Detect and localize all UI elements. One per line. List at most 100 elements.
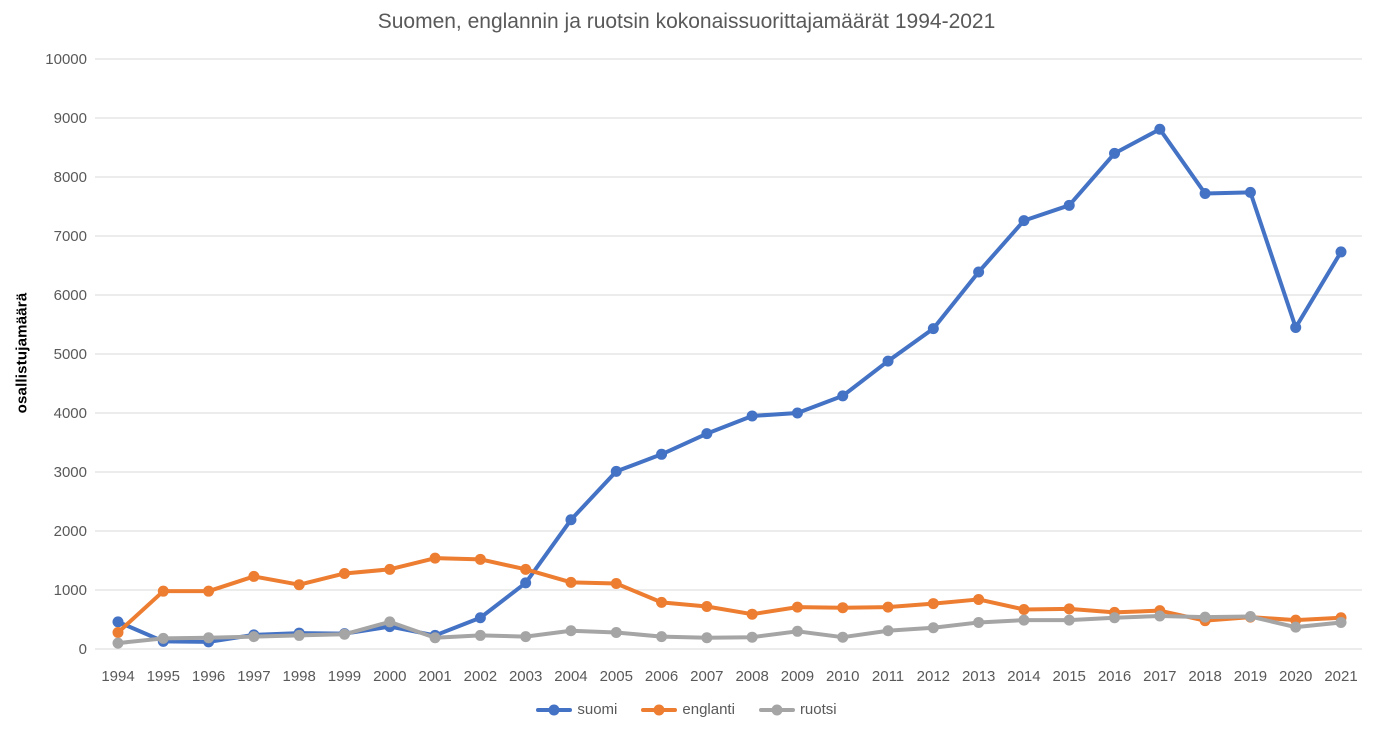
x-tick-label: 2011 [872, 668, 904, 685]
data-point-ruotsi [1109, 612, 1121, 624]
data-point-englanti [791, 601, 803, 613]
data-point-ruotsi [1018, 614, 1030, 626]
data-point-englanti [882, 601, 894, 613]
data-point-englanti [157, 585, 169, 597]
data-point-suomi [837, 390, 849, 402]
y-tick-label: 9000 [54, 110, 87, 127]
data-point-suomi [1154, 123, 1166, 135]
legend-line-marker-icon [758, 707, 795, 712]
data-point-suomi [520, 577, 532, 589]
data-point-ruotsi [1063, 614, 1075, 626]
data-point-suomi [610, 465, 622, 477]
x-tick-label: 2021 [1324, 668, 1357, 685]
data-point-suomi [1109, 147, 1121, 159]
legend-label: suomi [577, 701, 618, 718]
data-point-englanti [973, 593, 985, 605]
data-point-suomi [1290, 321, 1302, 333]
x-tick-label: 2000 [373, 668, 406, 685]
data-point-englanti [429, 552, 441, 564]
data-point-suomi [112, 616, 124, 628]
x-tick-label: 2009 [781, 668, 814, 685]
x-tick-label: 2020 [1279, 668, 1312, 685]
legend-line-marker-icon [641, 707, 678, 712]
x-tick-label: 2013 [962, 668, 995, 685]
y-tick-label: 1000 [54, 582, 87, 599]
x-tick-label: 2014 [1007, 668, 1040, 685]
data-point-suomi [1063, 199, 1075, 211]
y-tick-label: 7000 [54, 228, 87, 245]
y-tick-label: 3000 [54, 464, 87, 481]
legend-item-englanti: englanti [641, 701, 735, 718]
data-point-suomi [1199, 188, 1211, 200]
x-tick-label: 2004 [554, 668, 587, 685]
data-point-ruotsi [701, 632, 713, 644]
data-point-ruotsi [203, 632, 215, 644]
legend-label: englanti [682, 701, 735, 718]
x-tick-label: 2012 [917, 668, 950, 685]
data-point-ruotsi [1154, 610, 1166, 622]
y-tick-label: 2000 [54, 523, 87, 540]
x-tick-label: 2016 [1098, 668, 1131, 685]
x-tick-label: 1995 [147, 668, 180, 685]
data-point-suomi [882, 355, 894, 367]
data-point-englanti [474, 553, 486, 565]
x-tick-label: 2015 [1053, 668, 1086, 685]
x-tick-label: 2019 [1234, 668, 1267, 685]
data-point-suomi [791, 407, 803, 419]
data-point-ruotsi [565, 625, 577, 637]
data-point-ruotsi [338, 628, 350, 640]
x-tick-label: 1999 [328, 668, 361, 685]
data-point-ruotsi [746, 631, 758, 643]
chart-title: Suomen, englannin ja ruotsin kokonaissuo… [377, 10, 996, 33]
y-tick-label: 10000 [45, 51, 87, 68]
y-tick-label: 5000 [54, 346, 87, 363]
data-point-suomi [927, 323, 939, 335]
data-point-englanti [1018, 603, 1030, 615]
data-point-ruotsi [656, 631, 668, 643]
x-tick-label: 2005 [600, 668, 633, 685]
x-tick-label: 2003 [509, 668, 542, 685]
data-point-ruotsi [927, 622, 939, 634]
x-tick-label: 1994 [101, 668, 134, 685]
data-point-suomi [474, 612, 486, 624]
data-point-englanti [293, 579, 305, 591]
data-point-englanti [1063, 603, 1075, 615]
data-point-suomi [1018, 215, 1030, 227]
y-tick-label: 4000 [54, 405, 87, 422]
data-point-ruotsi [837, 631, 849, 643]
x-tick-label: 2017 [1143, 668, 1176, 685]
data-point-englanti [701, 601, 713, 613]
data-point-englanti [656, 596, 668, 608]
x-tick-label: 2018 [1188, 668, 1221, 685]
x-tick-label: 2002 [464, 668, 497, 685]
series-line-englanti [116, 556, 1343, 635]
data-point-englanti [338, 567, 350, 579]
data-point-ruotsi [791, 625, 803, 637]
series-line-suomi [116, 127, 1343, 644]
data-point-englanti [610, 578, 622, 590]
x-tick-label: 2007 [690, 668, 723, 685]
data-point-englanti [520, 563, 532, 575]
data-point-suomi [973, 266, 985, 278]
data-point-suomi [701, 428, 713, 440]
data-point-suomi [656, 448, 668, 460]
data-point-englanti [927, 598, 939, 610]
x-tick-label: 1997 [237, 668, 270, 685]
legend-line-marker-icon [536, 707, 573, 712]
data-point-ruotsi [1244, 611, 1256, 623]
x-tick-label: 2008 [735, 668, 768, 685]
x-tick-label: 1998 [282, 668, 315, 685]
data-point-englanti [384, 563, 396, 575]
y-tick-label: 8000 [54, 169, 87, 186]
data-point-englanti [248, 570, 260, 582]
data-point-suomi [746, 410, 758, 422]
data-point-ruotsi [429, 632, 441, 644]
data-point-ruotsi [520, 631, 532, 643]
data-point-ruotsi [1335, 616, 1347, 628]
y-tick-label: 0 [79, 641, 87, 658]
data-point-ruotsi [474, 629, 486, 641]
data-point-englanti [203, 585, 215, 597]
data-point-suomi [565, 514, 577, 526]
legend-item-ruotsi: ruotsi [758, 701, 837, 718]
